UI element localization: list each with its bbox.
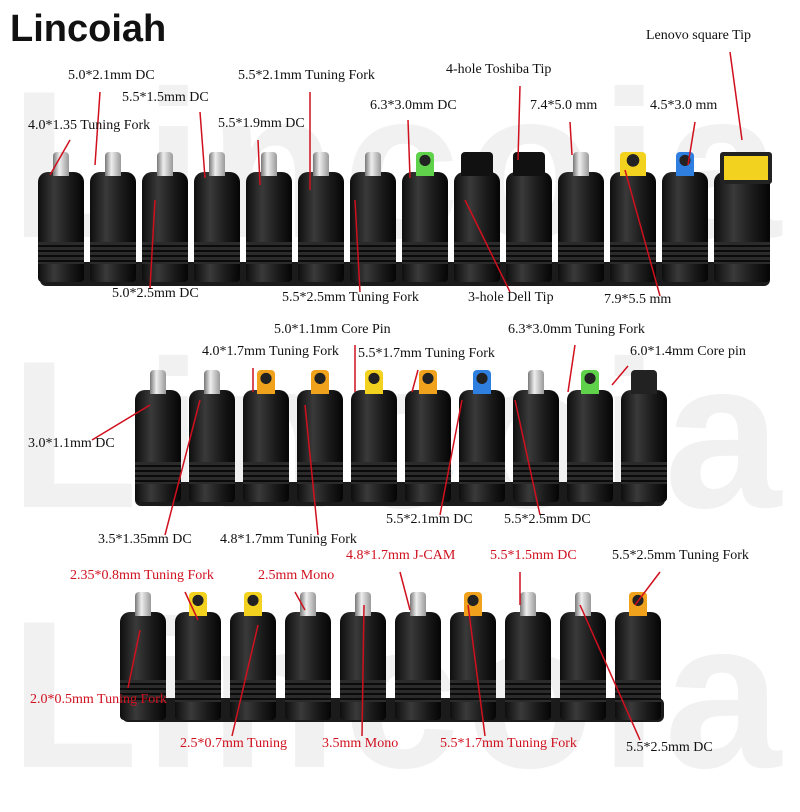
connector-tip-silver [142,150,188,282]
tip-label: 4.0*1.7mm Tuning Fork [202,344,339,359]
connector-tip-silver [350,150,396,282]
connector-tip-orange [615,590,661,720]
tip-label: 5.5*2.5mm Tuning Fork [282,290,419,305]
tip-label: 5.5*1.5mm DC [490,548,577,563]
connector-tip-silver [513,368,559,502]
connector-tip-silver [298,150,344,282]
connector-tip-black [621,368,667,502]
tip-label: 5.5*1.7mm Tuning Fork [358,346,495,361]
tip-label: 4-hole Toshiba Tip [446,62,552,77]
connector-tip-lenovo [714,150,772,282]
tip-label: 7.9*5.5 mm [604,292,672,307]
tip-label: 5.0*1.1mm Core Pin [274,322,391,337]
tip-label: 2.5*0.7mm Tuning [180,736,287,751]
connector-tip-silver [189,368,235,502]
tip-label: 3-hole Dell Tip [468,290,554,305]
connector-tip-silver [120,590,166,720]
connector-tip-silver [285,590,331,720]
tip-label: 5.5*2.5mm Tuning Fork [612,548,749,563]
tip-label: 3.5mm Mono [322,736,399,751]
tip-label: 4.5*3.0 mm [650,98,718,113]
connector-tip-orange [450,590,496,720]
connector-tip-yellow [351,368,397,502]
connector-tip-silver [395,590,441,720]
tip-label: 2.35*0.8mm Tuning Fork [70,568,214,583]
connector-tip-orange [405,368,451,502]
tip-label: 6.3*3.0mm DC [370,98,457,113]
brand-logo: Lincoiah [10,8,167,50]
connector-tip-orange [243,368,289,502]
tip-label: 5.0*2.1mm DC [68,68,155,83]
tip-label: 5.5*1.7mm Tuning Fork [440,736,577,751]
connector-tip-green [402,150,448,282]
tip-label: 2.5mm Mono [258,568,335,583]
connector-tip-yellow [175,590,221,720]
tip-label: 5.5*2.1mm DC [386,512,473,527]
tip-label: 2.0*0.5mm Tuning Fork [30,692,167,707]
connector-tip-yellow [230,590,276,720]
tip-label: 3.5*1.35mm DC [98,532,192,547]
tip-label: Lenovo square Tip [646,28,751,43]
tip-label: 5.0*2.5mm DC [112,286,199,301]
connector-tip-green [567,368,613,502]
tip-label: 7.4*5.0 mm [530,98,598,113]
connector-tip-silver [558,150,604,282]
tip-label: 3.0*1.1mm DC [28,436,115,451]
connector-tip-toshiba [506,150,552,282]
connector-tip-silver [38,150,84,282]
tip-label: 6.3*3.0mm Tuning Fork [508,322,645,337]
connector-tip-yellow [610,150,656,282]
tip-label: 5.5*1.9mm DC [218,116,305,131]
tip-label: 4.8*1.7mm Tuning Fork [220,532,357,547]
tip-label: 4.0*1.35 Tuning Fork [28,118,151,133]
tip-label: 4.8*1.7mm J-CAM [346,548,456,563]
tip-label: 5.5*2.5mm DC [504,512,591,527]
connector-tip-silver [560,590,606,720]
tip-label: 5.5*1.5mm DC [122,90,209,105]
connector-tip-silver [505,590,551,720]
connector-tip-silver [90,150,136,282]
connector-tip-silver [194,150,240,282]
tip-label: 5.5*2.5mm DC [626,740,713,755]
connector-tip-blue [459,368,505,502]
connector-tip-dell [454,150,500,282]
tip-label: 6.0*1.4mm Core pin [630,344,746,359]
connector-tip-silver [246,150,292,282]
tip-label: 5.5*2.1mm Tuning Fork [238,68,375,83]
